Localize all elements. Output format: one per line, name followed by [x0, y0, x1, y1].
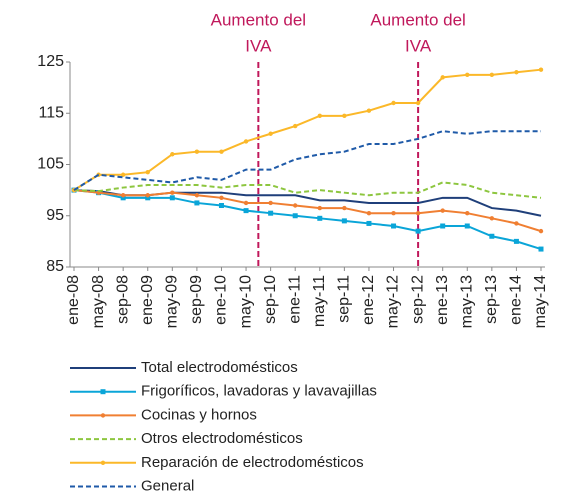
marker [293, 203, 298, 208]
marker [317, 205, 322, 211]
x-tick-label: sep-11 [336, 275, 353, 323]
marker [243, 208, 249, 214]
y-tick-label: 85 [46, 258, 64, 275]
marker [243, 139, 249, 144]
annotation: IVA [245, 36, 272, 55]
x-tick-label: may-09 [164, 275, 181, 328]
x-tick-label: may-14 [532, 275, 549, 328]
x-tick-label: may-11 [311, 275, 328, 327]
marker [120, 172, 126, 177]
y-tick-label: 105 [37, 156, 64, 173]
x-tick-label: ene-09 [139, 275, 156, 325]
y-tick-label: 95 [46, 207, 64, 224]
x-tick-label: ene-08 [65, 275, 82, 325]
marker [317, 113, 322, 119]
marker [538, 67, 544, 72]
marker [145, 193, 150, 198]
marker [317, 215, 323, 221]
marker [513, 238, 519, 244]
x-tick-label: may-13 [458, 275, 475, 328]
x-tick-label: sep-08 [114, 275, 131, 324]
annotation: Aumento del [370, 10, 465, 29]
series-line [73, 189, 542, 233]
marker [170, 190, 175, 195]
marker [391, 223, 397, 229]
x-tick-label: ene-10 [213, 275, 230, 325]
marker [145, 195, 151, 201]
marker [219, 195, 224, 201]
marker [440, 208, 445, 213]
marker [514, 221, 519, 226]
marker [170, 152, 175, 157]
annotation: Aumento del [211, 10, 306, 29]
marker [120, 195, 126, 201]
marker [194, 149, 200, 154]
marker [292, 213, 298, 219]
legend-label: Frigoríficos, lavadoras y lavavajillas [141, 383, 377, 400]
marker [391, 100, 396, 106]
series-line [73, 189, 542, 251]
series-line [73, 189, 542, 217]
marker [538, 228, 544, 234]
marker [514, 70, 519, 75]
legend-label: Otros electrodomésticos [141, 430, 303, 447]
legend-label: Cocinas y hornos [141, 406, 257, 423]
x-tick-label: sep-13 [483, 275, 500, 324]
x-tick-label: may-12 [385, 275, 402, 328]
x-tick-label: ene-12 [360, 275, 377, 325]
marker [489, 233, 495, 239]
series-line [73, 181, 542, 199]
marker [489, 216, 495, 221]
marker [268, 210, 274, 216]
marker [465, 210, 470, 216]
series-line [73, 130, 541, 191]
marker [268, 131, 273, 136]
marker [538, 246, 544, 252]
marker [194, 200, 200, 206]
x-tick-label: ene-13 [434, 275, 451, 325]
x-tick-label: may-10 [237, 275, 254, 328]
legend-marker [100, 413, 106, 418]
marker [341, 218, 347, 224]
marker [440, 75, 445, 80]
x-tick-label: sep-10 [262, 275, 279, 324]
legend-label: General [141, 477, 194, 493]
marker [194, 193, 200, 198]
marker [342, 113, 347, 119]
marker [415, 228, 421, 234]
x-tick-label: may-08 [90, 275, 107, 328]
legend-label: Total electrodomésticos [141, 359, 298, 376]
marker [145, 169, 150, 175]
marker [465, 72, 470, 78]
marker [218, 203, 224, 208]
marker [415, 210, 421, 216]
legend-marker [100, 460, 106, 465]
legend-marker [100, 389, 106, 395]
marker [415, 100, 421, 106]
y-tick-label: 125 [37, 53, 64, 70]
legend-label: Reparación de electrodomésticos [141, 454, 364, 471]
marker [243, 200, 249, 206]
marker [366, 108, 372, 113]
marker [342, 205, 347, 211]
annotation: IVA [405, 36, 432, 55]
marker [293, 123, 298, 129]
y-tick-label: 115 [38, 104, 64, 121]
x-tick-label: ene-14 [508, 275, 525, 325]
x-tick-label: sep-12 [409, 275, 426, 324]
series-line [73, 68, 542, 191]
marker [366, 210, 372, 216]
x-tick-label: sep-09 [188, 275, 205, 324]
marker [366, 220, 372, 226]
marker [219, 149, 224, 154]
marker [120, 193, 126, 198]
x-tick-label: ene-11 [286, 275, 303, 324]
marker [489, 72, 495, 78]
marker [440, 223, 446, 229]
marker [391, 210, 396, 216]
marker [268, 200, 273, 206]
marker [464, 223, 470, 229]
marker [169, 195, 175, 201]
